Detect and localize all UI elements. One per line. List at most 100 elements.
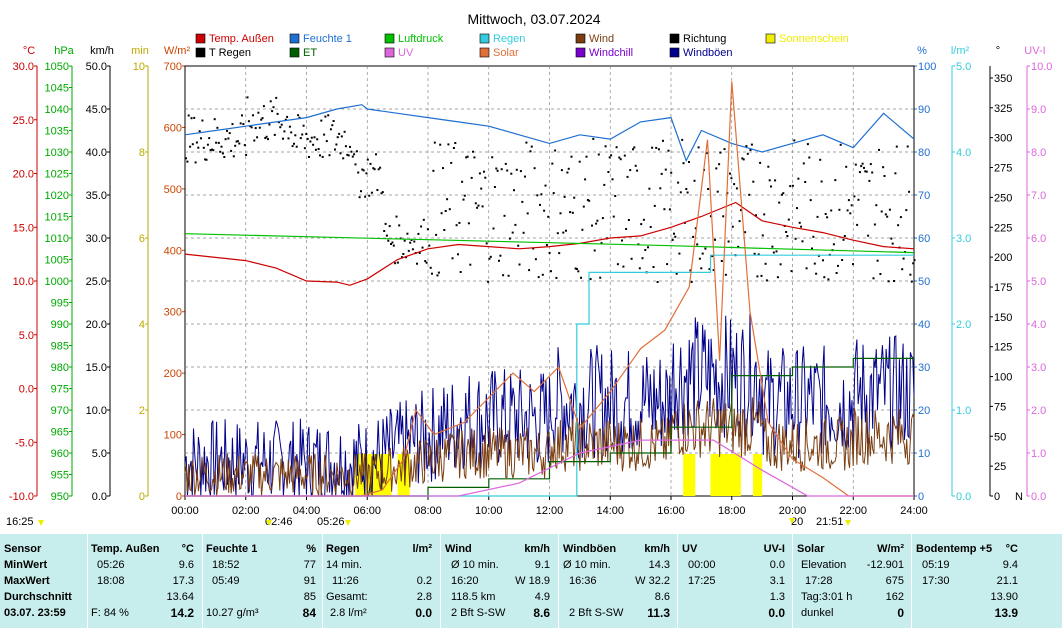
richtung-dot — [893, 280, 895, 282]
richtung-dot — [574, 267, 577, 270]
wind-unit: km/h — [524, 543, 550, 555]
richtung-dot — [234, 144, 237, 147]
richtung-dot — [685, 188, 688, 190]
richtung-dot — [521, 200, 524, 203]
richtung-dot — [741, 157, 744, 160]
uv-min-value: 0.0 — [769, 559, 785, 571]
legend-swatch — [765, 33, 776, 44]
axis-label-rain: 5.0 — [956, 61, 971, 73]
richtung-dot — [395, 215, 398, 218]
richtung-dot — [588, 199, 591, 202]
series-richtung — [185, 96, 916, 283]
label-avg: Durchschnitt — [4, 591, 72, 603]
richtung-dot — [867, 234, 870, 237]
richtung-dot — [621, 239, 623, 242]
richtung-dot — [325, 140, 328, 143]
richtung-dot — [755, 214, 757, 217]
richtung-dot — [420, 225, 423, 228]
axis-label-press: 970 — [51, 405, 69, 417]
axis-label-press: 1025 — [45, 169, 69, 181]
label-sensor: Sensor — [4, 543, 42, 555]
richtung-dot — [593, 249, 596, 252]
richtung-dot — [811, 247, 813, 250]
richtung-dot — [802, 162, 805, 165]
richtung-dot — [436, 274, 439, 277]
richtung-dot — [401, 256, 403, 259]
richtung-dot — [584, 178, 587, 181]
soil-unit: °C — [1005, 543, 1018, 555]
uv-max-time: 17:25 — [688, 575, 716, 587]
richtung-dot — [187, 114, 190, 117]
axis-label-rain: 0.0 — [956, 491, 971, 503]
richtung-dot — [394, 262, 397, 265]
richtung-dot — [748, 193, 751, 196]
x-tick-label: 12:00 — [536, 505, 564, 517]
axis-label-hum: 100 — [918, 61, 936, 73]
richtung-dot — [349, 145, 351, 148]
richtung-dot — [332, 120, 335, 122]
richtung-dot — [791, 184, 794, 187]
richtung-dot — [342, 157, 345, 160]
richtung-dot — [891, 242, 894, 245]
axis-label-press: 975 — [51, 384, 69, 396]
x-tick-label: 06:00 — [353, 505, 381, 517]
legend-swatch — [575, 47, 586, 58]
solar-unit: W/m² — [877, 543, 904, 555]
x-tick-label: 00:00 — [171, 505, 199, 517]
richtung-dot — [321, 155, 324, 158]
gust-max-value: W 32.2 — [635, 575, 670, 587]
uv-avg: 1.3 — [769, 591, 785, 603]
richtung-dot — [610, 154, 613, 157]
richtung-dot — [213, 118, 216, 121]
richtung-dot — [279, 126, 282, 129]
richtung-dot — [764, 262, 767, 265]
richtung-dot — [585, 155, 588, 158]
axis-unit-temp: °C — [23, 45, 35, 57]
axis-unit-solar: W/m² — [164, 45, 191, 57]
axis-label-press: 990 — [51, 319, 69, 331]
solar-current: 0 — [897, 606, 904, 620]
axis-label-press: 955 — [51, 470, 69, 482]
richtung-dot — [649, 226, 652, 228]
richtung-dot — [506, 169, 509, 172]
stats-wind: Wind km/h Ø 10 min. 9.1 16:20 W 18.9 118.5 … — [445, 534, 554, 628]
legend-swatch — [479, 47, 490, 58]
richtung-dot — [820, 180, 823, 183]
richtung-dot — [306, 137, 309, 140]
x-tick-label: 04:00 — [293, 505, 321, 517]
axis-label-uv: 2.0 — [1031, 405, 1046, 417]
richtung-dot — [667, 149, 670, 152]
richtung-dot — [235, 140, 238, 143]
richtung-dot — [334, 148, 336, 151]
richtung-dot — [515, 168, 518, 171]
axis-label-wind: 15.0 — [86, 362, 107, 374]
axis-label-rain: 2.0 — [956, 319, 971, 331]
solar-elevation-label: Elevation — [801, 559, 847, 571]
richtung-dot — [211, 148, 213, 151]
stats-uv: UV UV-I 00:00 0.0 17:25 3.1 1.3 0.0 — [682, 534, 789, 628]
richtung-dot — [759, 161, 762, 164]
sunset-marker-icon — [845, 520, 851, 526]
richtung-dot — [530, 145, 533, 148]
richtung-dot — [555, 276, 558, 279]
richtung-dot — [827, 278, 830, 281]
richtung-dot — [786, 235, 789, 237]
richtung-dot — [552, 192, 555, 195]
richtung-dot — [392, 244, 395, 247]
sunshine-block — [753, 454, 763, 496]
axis-label-uv: 1.0 — [1031, 448, 1046, 460]
axis-label-rain: 3.0 — [956, 233, 971, 245]
solar-avg: 162 — [885, 591, 904, 603]
axis-label-solar: 300 — [164, 307, 182, 319]
richtung-dot — [437, 271, 440, 274]
wind-avg10-value: 9.1 — [534, 559, 550, 571]
richtung-dot — [224, 138, 227, 141]
soil-avg: 13.90 — [990, 591, 1018, 603]
series-luftdruck — [184, 233, 915, 254]
richtung-dot — [591, 224, 593, 227]
richtung-dot — [774, 179, 777, 182]
richtung-dot — [522, 231, 525, 234]
axis-label-rain_min: 2 — [139, 405, 145, 417]
richtung-dot — [642, 218, 645, 221]
axis-label-uv: 8.0 — [1031, 147, 1046, 159]
